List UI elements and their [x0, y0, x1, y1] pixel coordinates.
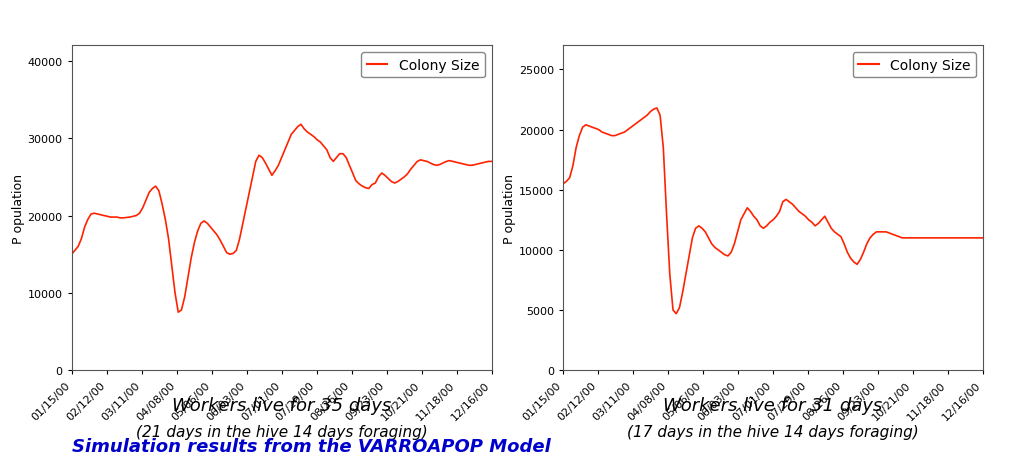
Text: Workers live for 35 days: Workers live for 35 days — [172, 396, 391, 414]
Text: Workers live for 31 days: Workers live for 31 days — [664, 396, 883, 414]
Legend: Colony Size: Colony Size — [361, 53, 484, 78]
Text: (17 days in the hive 14 days foraging): (17 days in the hive 14 days foraging) — [628, 424, 919, 438]
Text: (21 days in the hive 14 days foraging): (21 days in the hive 14 days foraging) — [136, 424, 427, 438]
Y-axis label: P opulation: P opulation — [503, 174, 516, 243]
Legend: Colony Size: Colony Size — [853, 53, 976, 78]
Y-axis label: P opulation: P opulation — [11, 174, 25, 243]
Text: Simulation results from the VARROAPOP Model: Simulation results from the VARROAPOP Mo… — [72, 437, 551, 455]
